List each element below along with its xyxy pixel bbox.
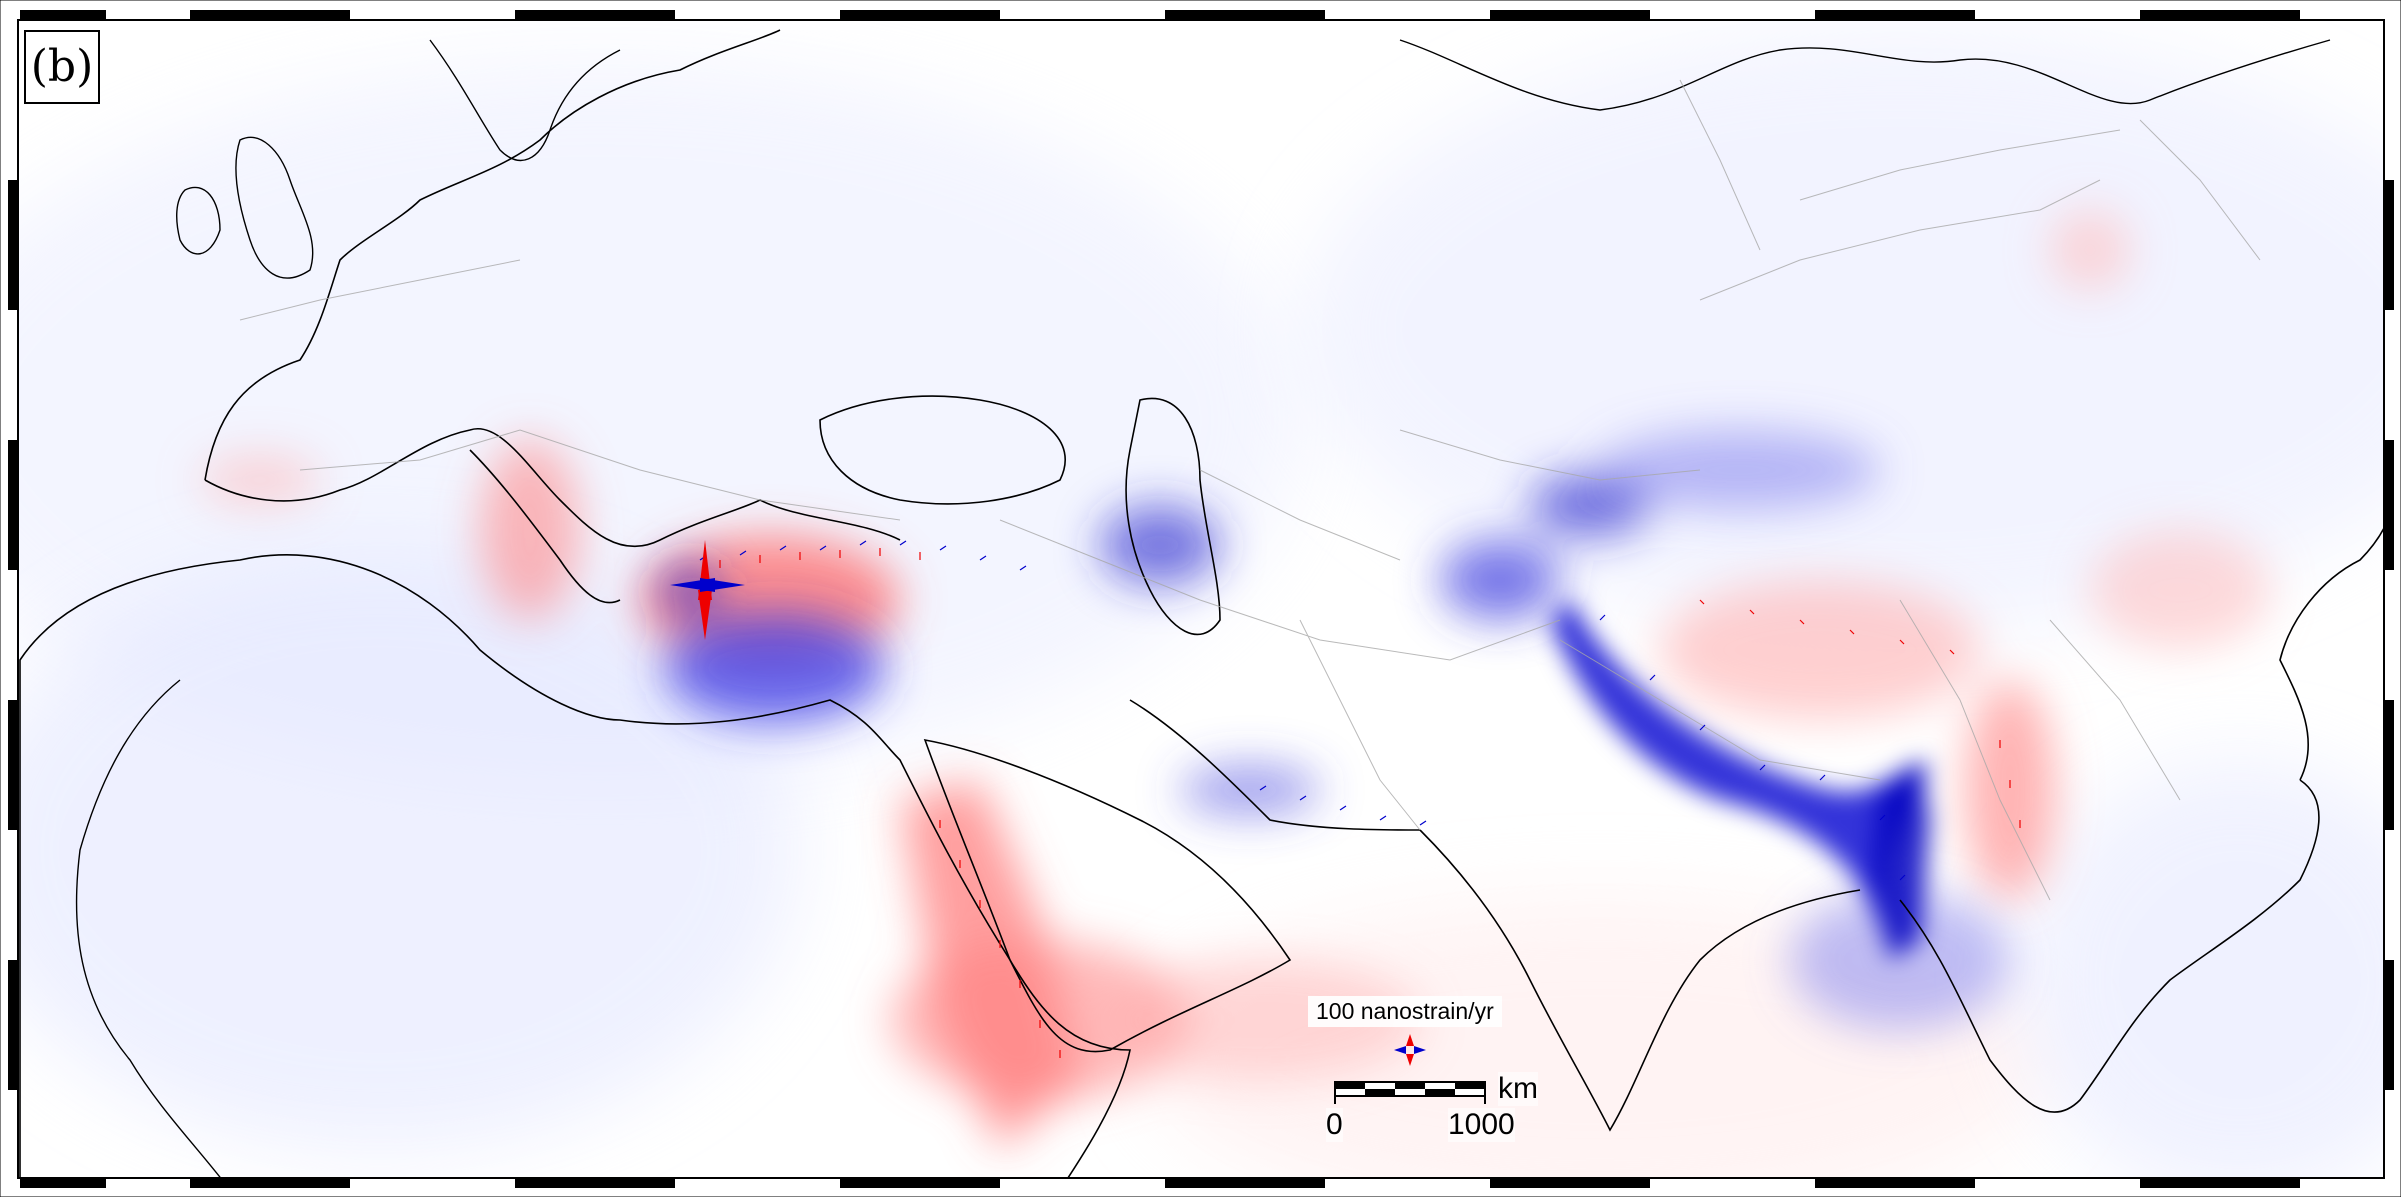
fault-traces	[239, 79, 2261, 901]
scale-end-label: 1000	[1448, 1108, 1515, 1142]
scale-start-label: 0	[1326, 1108, 1343, 1142]
panel-label: (b)	[24, 30, 100, 104]
scale-bar	[1334, 1081, 1486, 1104]
strain-field	[18, 20, 2384, 1178]
legend-title: 100 nanostrain/yr	[1308, 996, 1502, 1027]
frame-ticks	[8, 10, 2394, 1188]
aegean-strain-glyph	[670, 540, 745, 640]
legend-glyph	[1394, 1034, 1426, 1066]
scale-unit-label: km	[1498, 1072, 1538, 1106]
strain-glyphs	[699, 540, 2021, 1058]
